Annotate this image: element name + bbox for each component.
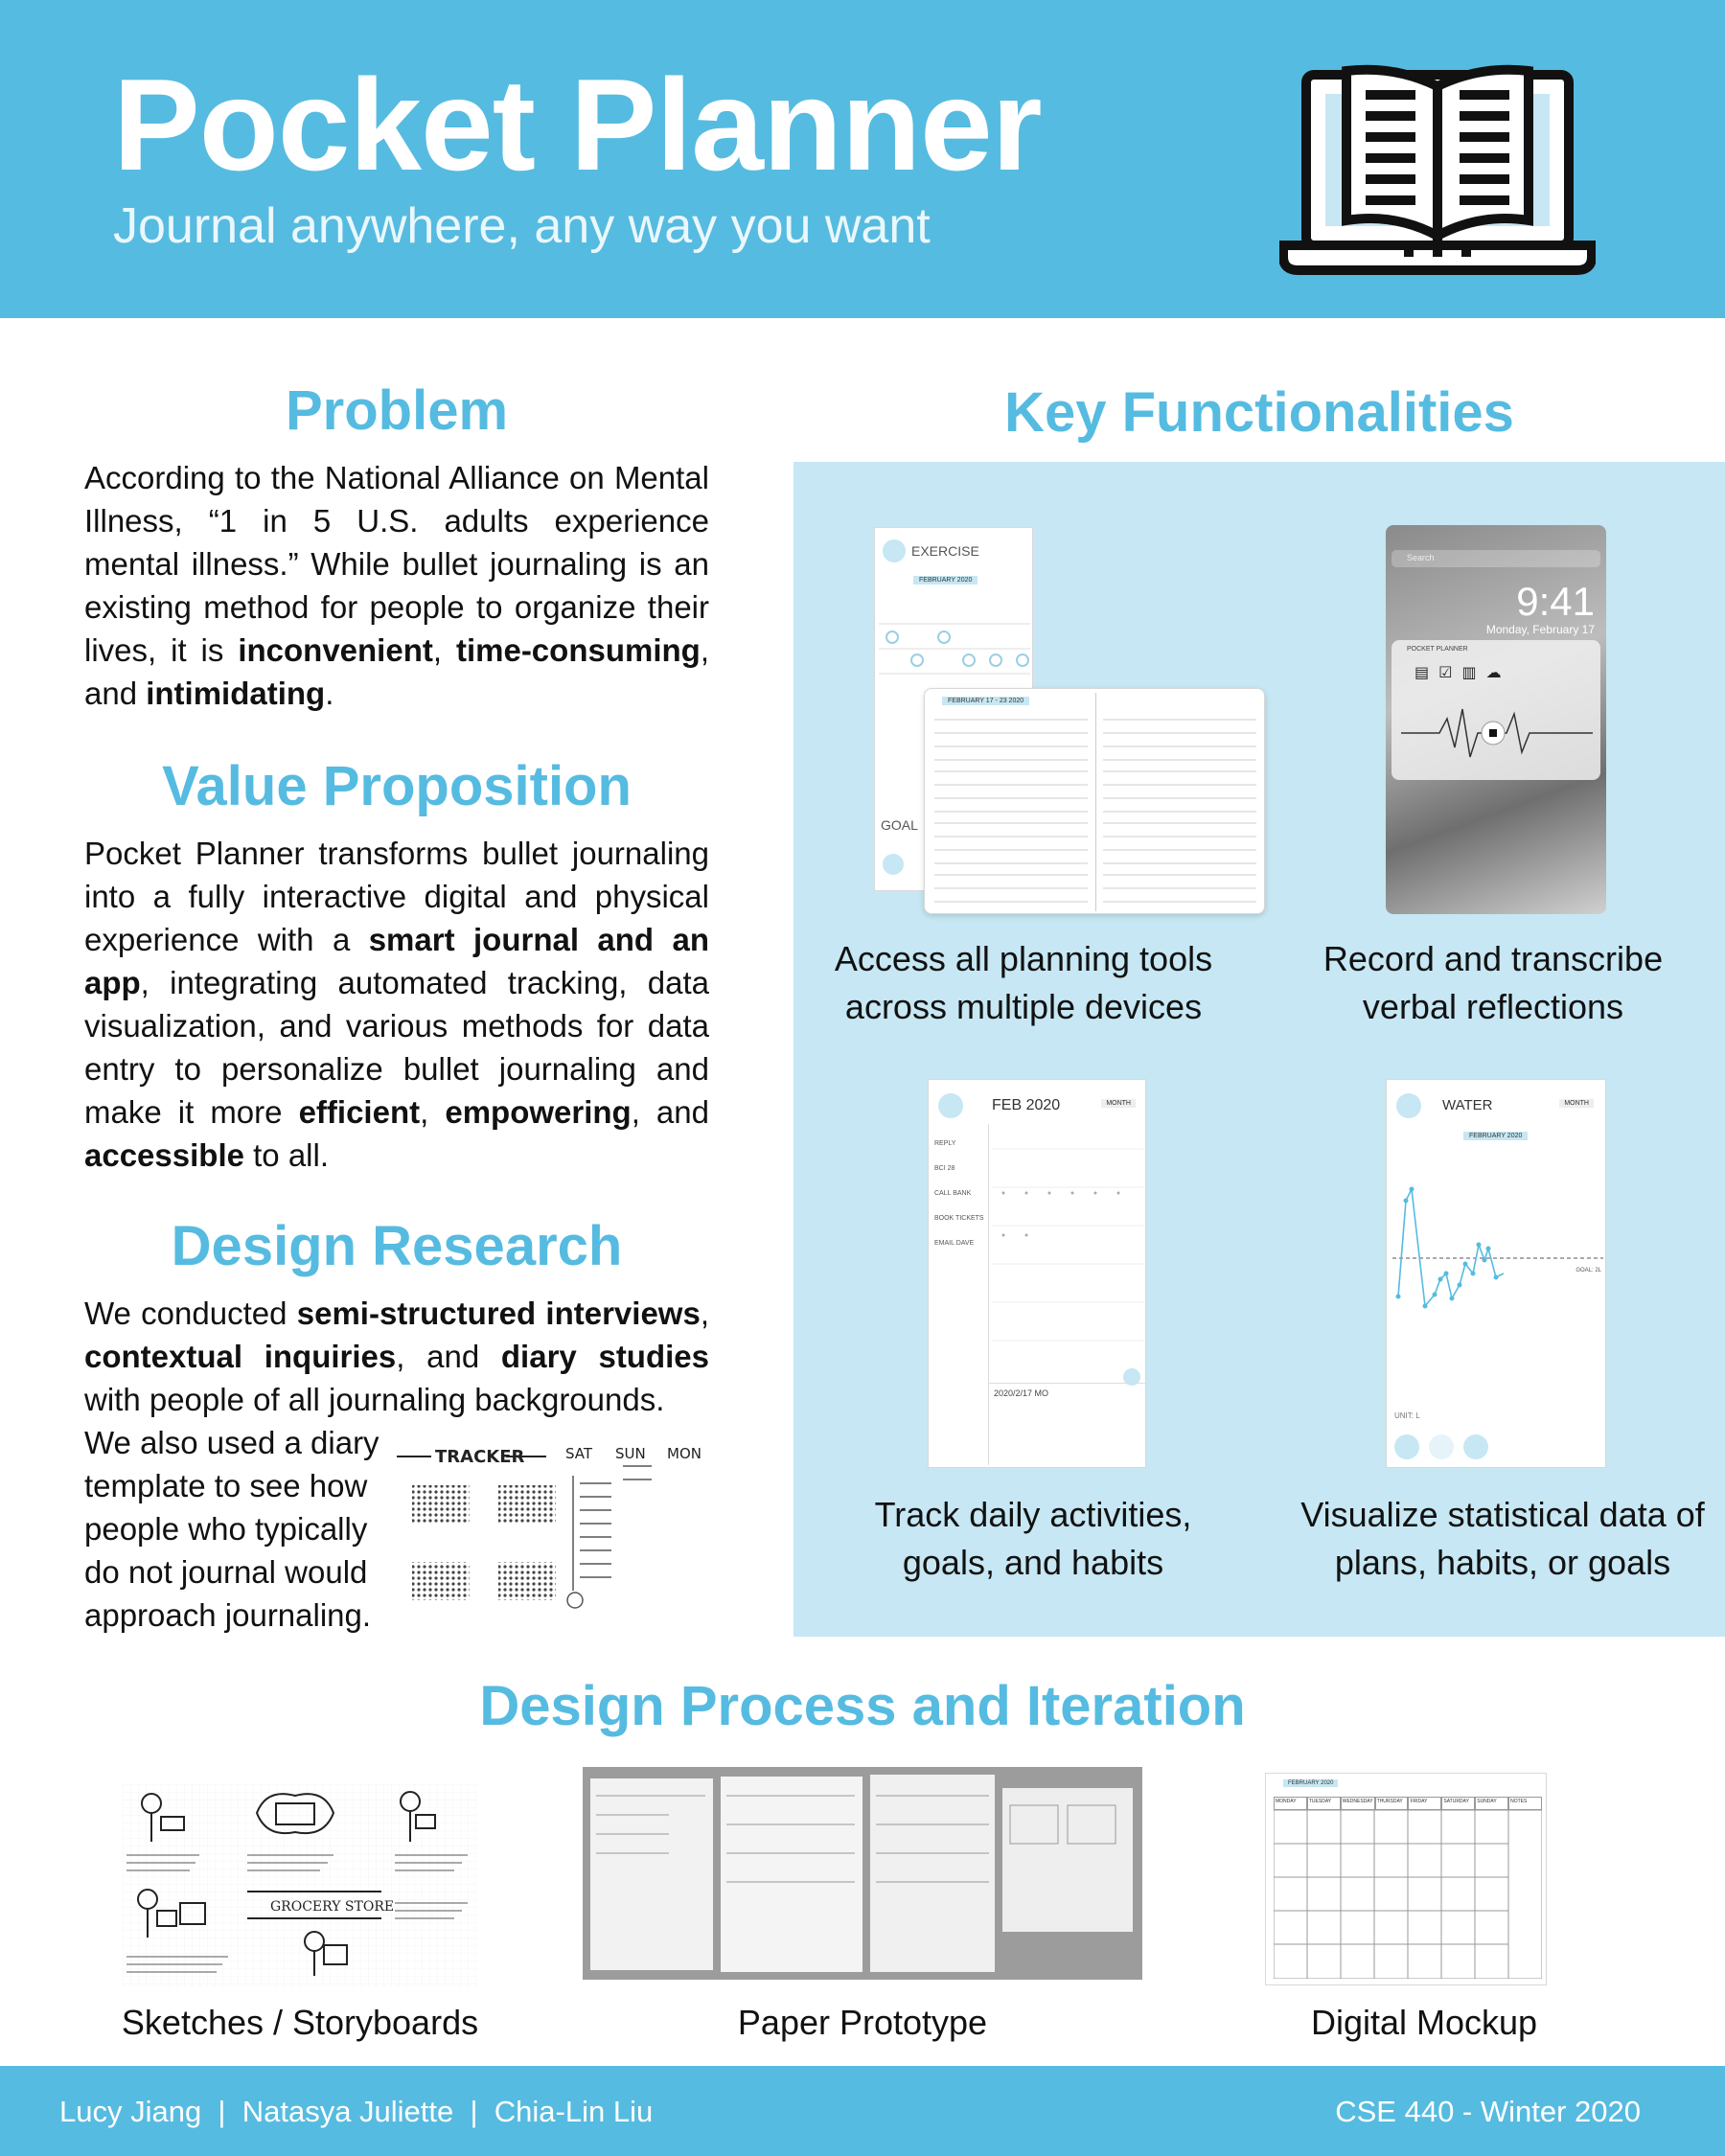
lock-date: Monday, February 17 bbox=[1485, 623, 1595, 636]
water-drop-icon bbox=[883, 854, 904, 875]
open-book-laptop-icon bbox=[1279, 64, 1596, 275]
lock-notification-card: POCKET PLANNER ▤☑▥☁ bbox=[1392, 640, 1600, 780]
paper-sketch-lines bbox=[596, 1795, 1116, 1883]
poster-title: Pocket Planner bbox=[113, 52, 1043, 197]
calendar-icon bbox=[938, 1093, 963, 1118]
task-3[interactable]: CALL BANK bbox=[934, 1190, 972, 1197]
key-heading: Key Functionalities bbox=[1004, 381, 1514, 444]
audio-waveform-icon bbox=[1401, 708, 1593, 758]
mockup-month: FEBRUARY 2020 bbox=[1283, 1779, 1339, 1787]
feb-title: FEB 2020 bbox=[992, 1097, 1061, 1113]
sun-label: SUN bbox=[615, 1445, 646, 1462]
sat-label: SAT bbox=[565, 1445, 593, 1462]
lock-time: 9:41 bbox=[1516, 579, 1595, 624]
notification-icon-row: ▤☑▥☁ bbox=[1414, 665, 1511, 681]
key-caption-1: Access all planning tools across multipl… bbox=[834, 939, 1213, 1026]
water-month: FEBRUARY 2020 bbox=[1463, 1132, 1529, 1140]
feb-divider bbox=[988, 1124, 989, 1465]
water-title: WATER bbox=[1442, 1097, 1493, 1113]
water-line-chart bbox=[1392, 1186, 1603, 1309]
tracker-label: TRACKER bbox=[435, 1447, 525, 1467]
notification-app-name: POCKET PLANNER bbox=[1407, 646, 1468, 653]
weekly-planner-screenshot: FEBRUARY 17 - 23 2020 bbox=[924, 688, 1265, 914]
feb-calendar-grid bbox=[992, 1148, 1143, 1386]
lock-search-placeholder: Search bbox=[1407, 553, 1435, 562]
process-caption-2: Paper Prototype bbox=[737, 2003, 988, 2042]
weekly-lines bbox=[934, 719, 1256, 903]
paper-prototype-photo bbox=[583, 1767, 1142, 1980]
day-mon: MONDAY bbox=[1274, 1797, 1307, 1810]
footer-bar: Lucy Jiang | Natasya Juliette | Chia-Lin… bbox=[0, 2066, 1725, 2156]
problem-heading: Problem bbox=[285, 379, 509, 442]
exercise-calendar bbox=[879, 623, 1030, 675]
exercise-month: FEBRUARY 2020 bbox=[913, 576, 978, 585]
mockup-day-header: MONDAY TUESDAY WEDNESDAY THURSDAY FRIDAY… bbox=[1274, 1797, 1542, 1810]
value-text: Pocket Planner transforms bullet journal… bbox=[84, 836, 709, 1173]
paper-card-1 bbox=[590, 1778, 713, 1970]
research-text: We conducted semi-structured interviews,… bbox=[84, 1296, 710, 1417]
key-functionalities-panel: EXERCISE FEBRUARY 2020 GOAL FEBRUARY 17 … bbox=[794, 462, 1725, 1637]
monthly-tracker-screenshot: FEB 2020 MONTH REPLY BCI 28 CALL BANK BO… bbox=[928, 1079, 1147, 1468]
dumbbell-button[interactable] bbox=[1429, 1434, 1454, 1459]
water-goal-label: GOAL: 2L bbox=[1576, 1268, 1601, 1273]
weekly-divider bbox=[1095, 693, 1096, 911]
mockup-grid bbox=[1274, 1810, 1542, 1979]
exercise-icon bbox=[883, 539, 906, 562]
week-label: FEBRUARY 17 - 23 2020 bbox=[942, 697, 1030, 705]
task-1[interactable]: REPLY bbox=[934, 1140, 956, 1147]
research-text-2: We also used a diary template to see how… bbox=[84, 1425, 380, 1633]
problem-text: According to the National Alliance on Me… bbox=[84, 460, 709, 711]
course-label: CSE 440 - Winter 2020 bbox=[1335, 2095, 1641, 2128]
day-notes: NOTES bbox=[1508, 1797, 1542, 1810]
value-heading: Value Proposition bbox=[162, 755, 632, 817]
exercise-goal-label: GOAL bbox=[881, 817, 918, 833]
task-2[interactable]: BCI 28 bbox=[934, 1165, 955, 1172]
feb-mode: MONTH bbox=[1101, 1099, 1136, 1108]
chart-icon bbox=[1396, 1093, 1421, 1118]
exercise-title: EXERCISE bbox=[911, 543, 979, 559]
task-5[interactable]: EMAIL DAVE bbox=[934, 1240, 975, 1247]
lock-screen-screenshot: Search 9:41 Monday, February 17 POCKET P… bbox=[1386, 525, 1606, 914]
storyboard-sketches: GROCERY STORE bbox=[123, 1784, 477, 1987]
feb-selected-date: 2020/2/17 MO bbox=[994, 1388, 1049, 1398]
water-chart-screenshot: WATER MONTH FEBRUARY 2020 GOAL: 2L UNIT:… bbox=[1386, 1079, 1606, 1468]
grocery-store-label: GROCERY STORE bbox=[270, 1899, 394, 1915]
water-drop-button[interactable] bbox=[1394, 1434, 1419, 1459]
day-tue: TUESDAY bbox=[1306, 1797, 1341, 1810]
day-thu: THURSDAY bbox=[1374, 1797, 1409, 1810]
process-caption-3: Digital Mockup bbox=[1310, 2003, 1538, 2042]
process-caption-1: Sketches / Storyboards bbox=[121, 2003, 479, 2042]
research-heading: Design Research bbox=[171, 1215, 623, 1277]
key-caption-3: Track daily activities, goals, and habit… bbox=[874, 1495, 1192, 1582]
key-caption-2: Record and transcribe verbal reflections bbox=[1322, 939, 1664, 1026]
add-button[interactable] bbox=[1463, 1434, 1488, 1459]
water-mode: MONTH bbox=[1559, 1099, 1594, 1108]
process-heading: Design Process and Iteration bbox=[479, 1675, 1246, 1737]
water-unit-label: UNIT: L bbox=[1394, 1411, 1420, 1420]
authors: Lucy Jiang | Natasya Juliette | Chia-Lin… bbox=[59, 2095, 654, 2128]
digital-mockup-screenshot: FEBRUARY 2020 MONDAY TUESDAY WEDNESDAY T… bbox=[1265, 1773, 1547, 1985]
poster-subtitle: Journal anywhere, any way you want bbox=[113, 198, 931, 254]
feb-task-list: REPLY BCI 28 CALL BANK BOOK TICKETS EMAI… bbox=[934, 1132, 988, 1256]
mon-label: MON bbox=[667, 1445, 702, 1462]
paper-card-3 bbox=[870, 1775, 995, 1972]
feb-day-panel bbox=[988, 1383, 1147, 1384]
lock-search-bar: Search bbox=[1392, 550, 1600, 567]
day-fri: FRIDAY bbox=[1408, 1797, 1442, 1810]
header-banner: Pocket Planner Journal anywhere, any way… bbox=[0, 0, 1725, 318]
diary-template-sketch: TRACKER SAT SUN MON bbox=[397, 1445, 702, 1609]
task-4[interactable]: BOOK TICKETS bbox=[934, 1215, 984, 1222]
key-caption-4: Visualize statistical data of plans, hab… bbox=[1300, 1495, 1705, 1582]
day-sun: SUNDAY bbox=[1475, 1797, 1509, 1810]
day-wed: WEDNESDAY bbox=[1340, 1797, 1375, 1810]
day-sat: SATURDAY bbox=[1441, 1797, 1476, 1810]
paper-card-2 bbox=[721, 1777, 862, 1972]
